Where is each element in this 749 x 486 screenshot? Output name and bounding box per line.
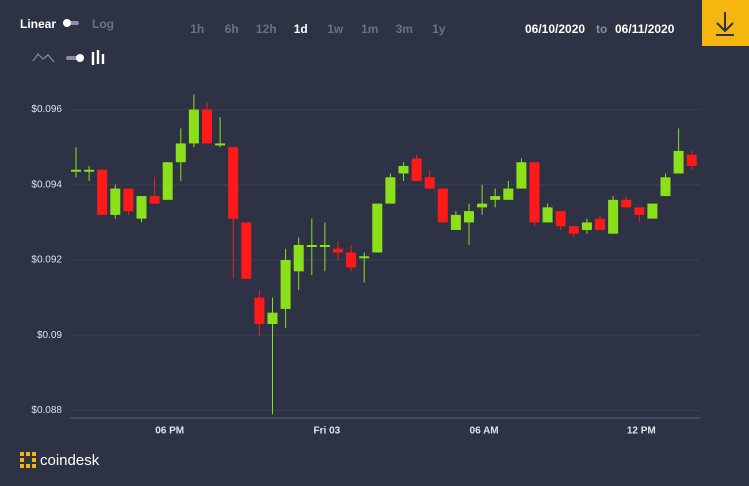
candle-body xyxy=(450,214,461,230)
candle-body xyxy=(673,150,684,174)
x-tick-label: 06 PM xyxy=(155,426,184,437)
brand-logo xyxy=(20,452,36,468)
candle-body xyxy=(123,188,134,212)
range-button[interactable]: 1h xyxy=(190,22,205,36)
y-tick-label: $0.096 xyxy=(31,104,62,115)
candle-body xyxy=(267,312,278,324)
candle-body xyxy=(686,154,697,166)
candle-body xyxy=(228,147,239,219)
candle-body xyxy=(372,203,383,253)
candle-body xyxy=(254,297,265,324)
candle-body xyxy=(319,244,330,247)
candle-body xyxy=(188,109,199,144)
date-from[interactable]: 06/10/2020 xyxy=(525,22,586,36)
candle-body xyxy=(84,169,95,172)
candle-body xyxy=(215,143,226,146)
range-button[interactable]: 1y xyxy=(432,22,446,36)
candle-body xyxy=(398,165,409,174)
date-to[interactable]: 06/11/2020 xyxy=(615,22,675,36)
y-tick-label: $0.088 xyxy=(31,405,62,416)
candle-body xyxy=(162,162,173,200)
range-button[interactable]: 1w xyxy=(327,22,344,36)
y-tick-label: $0.094 xyxy=(31,179,62,190)
candle-body xyxy=(110,188,121,215)
candle-body xyxy=(346,252,357,268)
x-tick-label: Fri 03 xyxy=(314,426,341,437)
candle-body xyxy=(621,199,632,208)
candle-body xyxy=(202,109,212,144)
candle-body xyxy=(647,203,658,219)
range-button[interactable]: 1m xyxy=(361,22,379,36)
x-tick-label: 12 PM xyxy=(627,426,656,437)
range-button[interactable]: 3m xyxy=(395,22,413,36)
candle-body xyxy=(529,162,540,223)
candle-body xyxy=(490,196,501,200)
candle-body xyxy=(568,226,579,234)
candle-body xyxy=(97,169,108,215)
candle-body xyxy=(306,244,317,247)
download-button[interactable] xyxy=(702,0,749,46)
candle-body xyxy=(411,158,422,182)
candle-body xyxy=(136,196,147,219)
scale-linear[interactable]: Linear xyxy=(20,17,57,31)
candle-body xyxy=(464,211,474,223)
candle-body xyxy=(293,244,304,272)
chart-type-icons[interactable] xyxy=(30,48,110,68)
candle-body xyxy=(71,169,81,172)
candle-body xyxy=(359,256,370,259)
candle-body xyxy=(385,177,396,204)
y-tick-label: $0.09 xyxy=(37,330,62,341)
candle-body xyxy=(660,177,671,197)
candle-body xyxy=(241,222,252,279)
candle-body xyxy=(424,177,435,189)
candle-body xyxy=(280,260,291,309)
range-button[interactable]: 1d xyxy=(293,22,308,36)
candle-body xyxy=(333,248,343,253)
range-button[interactable]: 6h xyxy=(224,22,239,36)
brand: coindesk xyxy=(40,452,100,469)
download-icon xyxy=(716,12,734,36)
range-button[interactable]: 12h xyxy=(255,22,277,36)
candle-body xyxy=(437,188,448,223)
candle-body xyxy=(581,222,592,230)
scale-toggle[interactable] xyxy=(63,19,79,27)
candle-body xyxy=(149,196,160,204)
candle-body xyxy=(555,211,566,227)
candle-body xyxy=(503,188,514,200)
candle-body xyxy=(175,143,186,163)
candle-body xyxy=(608,199,619,234)
candle-body xyxy=(542,207,553,223)
y-tick-label: $0.092 xyxy=(31,255,62,266)
candle-body xyxy=(634,207,645,215)
range-buttons: 1h 6h 12h 1d 1w 1m 3m 1y xyxy=(180,22,456,36)
x-tick-label: 06 AM xyxy=(470,426,499,437)
scale-log[interactable]: Log xyxy=(92,17,114,31)
candle-body xyxy=(595,218,605,230)
candle-body xyxy=(516,162,527,189)
date-separator: to xyxy=(596,22,608,36)
chart: $0.088 $0.09 $0.092 $0.094 $0.096 06 PM Fri 03… xyxy=(31,94,700,437)
candle-body xyxy=(477,203,488,208)
